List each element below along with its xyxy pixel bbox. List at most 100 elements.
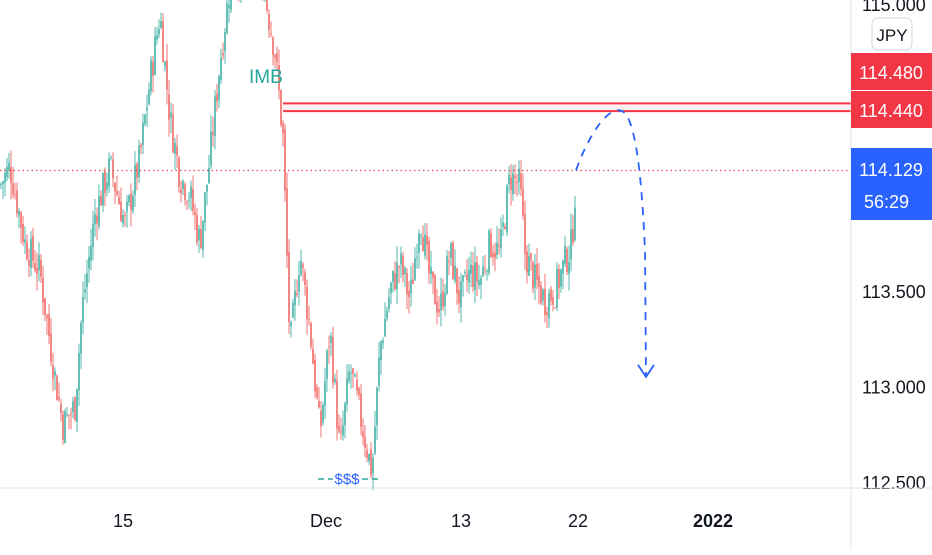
candle xyxy=(4,168,6,197)
y-tick-label: 115.000 xyxy=(862,0,926,15)
candle xyxy=(0,182,2,190)
candle xyxy=(134,151,136,207)
candle xyxy=(446,250,448,296)
candle xyxy=(432,271,434,294)
candle xyxy=(6,158,8,182)
candle xyxy=(164,60,166,72)
candle xyxy=(342,410,344,441)
candle xyxy=(492,244,494,266)
candle xyxy=(320,401,322,438)
candle xyxy=(440,277,442,327)
candle xyxy=(556,262,558,312)
candle xyxy=(166,43,168,105)
candle xyxy=(362,418,364,446)
candle xyxy=(448,251,450,276)
candle xyxy=(180,180,182,203)
candle xyxy=(526,245,528,284)
svg-text:114.480: 114.480 xyxy=(859,63,923,83)
candle xyxy=(394,261,396,291)
candle xyxy=(68,414,70,429)
candle xyxy=(36,252,38,291)
candle xyxy=(478,264,480,290)
candle xyxy=(194,203,196,231)
candle xyxy=(20,210,22,244)
candle xyxy=(474,246,476,304)
candle xyxy=(210,115,212,170)
time-axis[interactable]: 15 Dec 13 22 2022 xyxy=(113,511,733,531)
candle xyxy=(26,234,28,261)
candle xyxy=(532,260,534,294)
candle xyxy=(500,217,502,258)
candle xyxy=(120,187,122,222)
candle xyxy=(328,335,330,364)
candle xyxy=(318,387,320,409)
price-badge-lower: 114.440 xyxy=(851,91,932,128)
candle xyxy=(462,274,464,297)
candle xyxy=(422,225,424,252)
candle xyxy=(480,275,482,300)
candle xyxy=(158,19,160,39)
candle xyxy=(436,288,438,325)
candle xyxy=(160,12,162,30)
svg-text:114.129: 114.129 xyxy=(859,160,923,180)
candle xyxy=(494,242,496,272)
candle xyxy=(34,250,36,273)
candle xyxy=(408,281,410,314)
candle xyxy=(144,113,146,127)
candle xyxy=(538,262,540,304)
candle xyxy=(366,443,368,463)
candle xyxy=(464,269,466,277)
candle xyxy=(552,289,554,312)
candle xyxy=(496,225,498,260)
currency-box[interactable] xyxy=(871,17,913,51)
candle xyxy=(162,13,164,63)
candle xyxy=(476,255,478,296)
candle xyxy=(112,152,114,188)
candle xyxy=(430,250,432,284)
candle xyxy=(458,276,460,314)
candle xyxy=(540,281,542,306)
candle xyxy=(264,0,266,2)
candle xyxy=(534,253,536,301)
price-badge-upper: 114.480 xyxy=(851,53,932,90)
candle xyxy=(372,453,374,491)
candle xyxy=(574,196,576,242)
candle xyxy=(8,152,10,179)
candle xyxy=(200,215,202,250)
candle xyxy=(272,35,274,66)
candle xyxy=(78,343,80,406)
candle xyxy=(456,268,458,305)
candle xyxy=(126,195,128,228)
candle xyxy=(154,26,156,76)
candle xyxy=(122,209,124,228)
candle xyxy=(502,214,504,236)
candle xyxy=(88,245,90,283)
candle xyxy=(528,243,530,277)
candle xyxy=(340,417,342,440)
candle xyxy=(100,190,102,206)
candle xyxy=(240,0,242,3)
candle xyxy=(504,223,506,230)
candle xyxy=(460,273,462,323)
candle xyxy=(14,182,16,200)
candle xyxy=(222,42,224,60)
candle xyxy=(356,371,358,396)
candle xyxy=(108,152,110,194)
candle xyxy=(506,184,508,236)
price-badge-current: 114.129 56:29 xyxy=(851,148,932,220)
candle xyxy=(546,306,548,329)
candle xyxy=(438,296,440,317)
candle xyxy=(74,396,76,422)
candle xyxy=(370,441,372,479)
currency-label: JPY xyxy=(876,26,907,45)
candle xyxy=(132,190,134,214)
candle xyxy=(30,231,32,277)
candle xyxy=(566,246,568,275)
candle xyxy=(24,226,26,254)
candle xyxy=(104,167,106,207)
overlays-layer: IMB $$$ xyxy=(0,67,851,488)
candle xyxy=(138,139,140,183)
candle xyxy=(562,259,564,290)
